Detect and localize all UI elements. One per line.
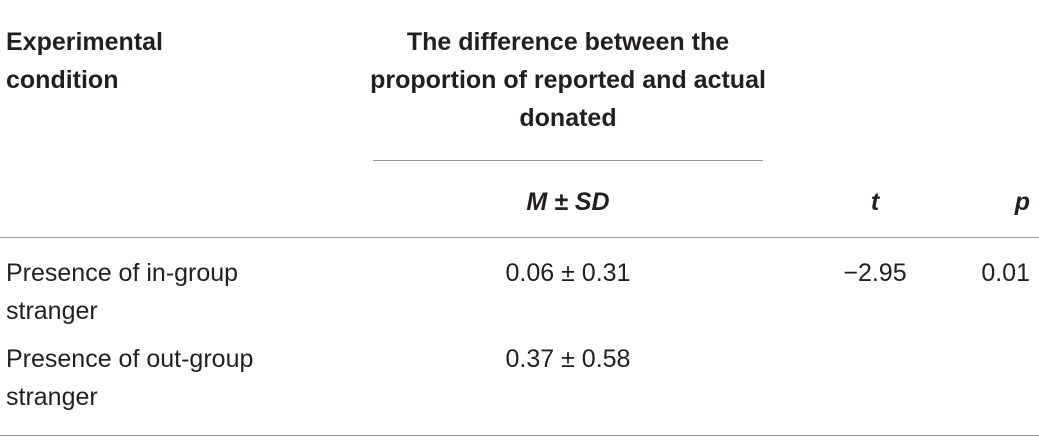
cell: −2.95	[843, 259, 907, 287]
header-cell: Experimental condition	[6, 28, 164, 94]
rule	[373, 160, 763, 161]
rule	[0, 237, 1039, 238]
header-cell: The difference between the proportion of…	[370, 28, 766, 132]
cell: 0.01	[981, 259, 1030, 287]
header-cell: t	[870, 188, 880, 216]
header-cell: p	[1014, 188, 1030, 216]
cell: 0.06 ± 0.31	[505, 259, 631, 287]
header-cell: M ± SD	[526, 188, 610, 216]
cell: Presence of in-group stranger	[6, 259, 239, 325]
rule	[0, 435, 1039, 436]
cell: Presence of out-group stranger	[6, 345, 254, 411]
cell: 0.37 ± 0.58	[505, 345, 631, 373]
